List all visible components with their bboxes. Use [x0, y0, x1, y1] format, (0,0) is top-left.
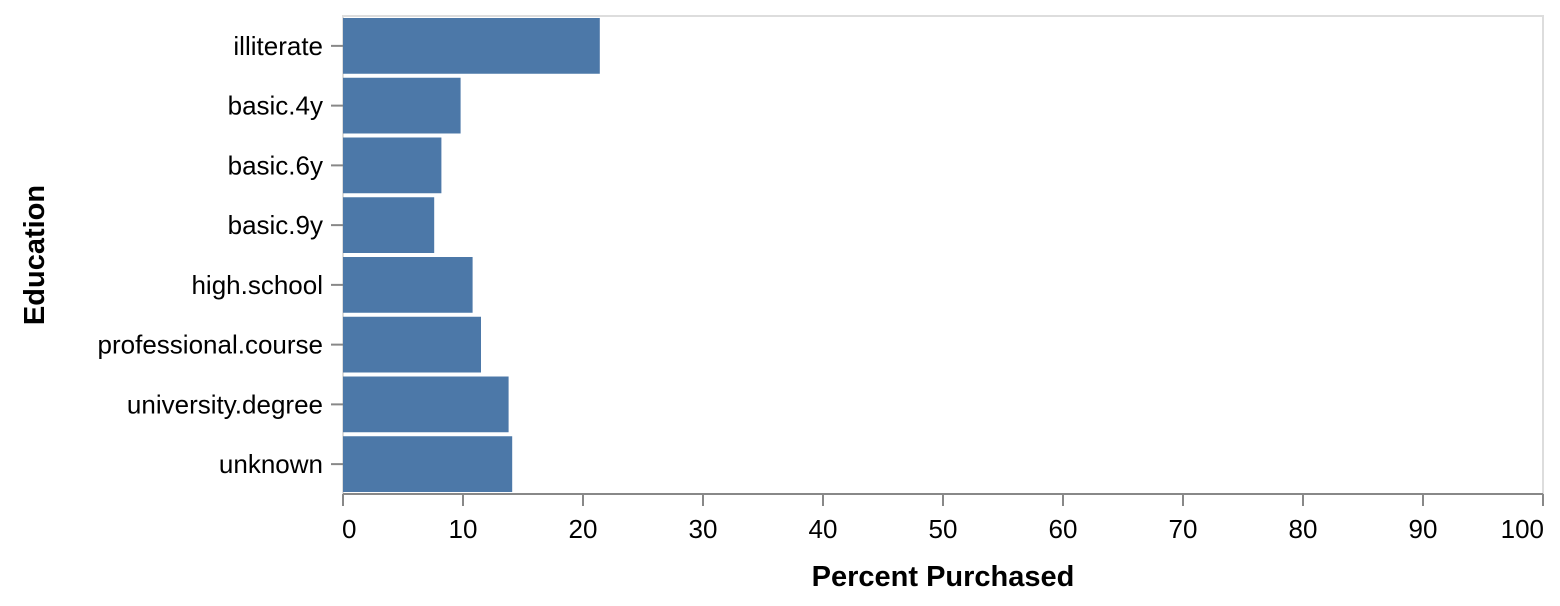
x-tick-label: 50: [929, 514, 958, 544]
bar-high-school: [343, 257, 473, 313]
x-tick-label: 0: [342, 514, 356, 544]
x-tick-label: 60: [1049, 514, 1078, 544]
y-tick-label: professional.course: [98, 330, 323, 360]
y-tick-label: university.degree: [127, 389, 323, 419]
bar-university-degree: [343, 376, 509, 433]
bar-basic-9y: [343, 197, 435, 253]
x-axis: 0 10 20 30 40 50 60 70 80 90 100: [342, 493, 1544, 544]
x-tick-label: 100: [1501, 514, 1544, 544]
x-tick-label: 80: [1289, 514, 1318, 544]
x-tick-label: 40: [809, 514, 838, 544]
bar-basic-4y: [343, 77, 461, 134]
bar-unknown: [343, 436, 513, 492]
y-tick-label: basic.4y: [228, 91, 323, 121]
y-tick-label: unknown: [219, 449, 323, 479]
y-tick-label: basic.6y: [228, 150, 323, 180]
bar-professional-course: [343, 316, 481, 373]
x-axis-title: Percent Purchased: [812, 561, 1075, 593]
x-tick-label: 70: [1169, 514, 1198, 544]
plot-frame: [342, 15, 1544, 495]
x-tick-label: 30: [689, 514, 718, 544]
x-tick-label: 90: [1409, 514, 1438, 544]
y-axis: illiterate basic.4y basic.6y basic.9y high.s…: [98, 31, 343, 479]
bar-basic-6y: [343, 137, 442, 194]
x-tick-label: 10: [449, 514, 478, 544]
bar-illiterate: [343, 18, 600, 74]
y-tick-label: high.school: [191, 270, 323, 300]
y-tick-label: basic.9y: [228, 210, 323, 240]
bars: [343, 18, 600, 492]
y-axis-title: Education: [19, 185, 51, 325]
x-tick-label: 20: [569, 514, 598, 544]
y-tick-label: illiterate: [233, 31, 323, 61]
